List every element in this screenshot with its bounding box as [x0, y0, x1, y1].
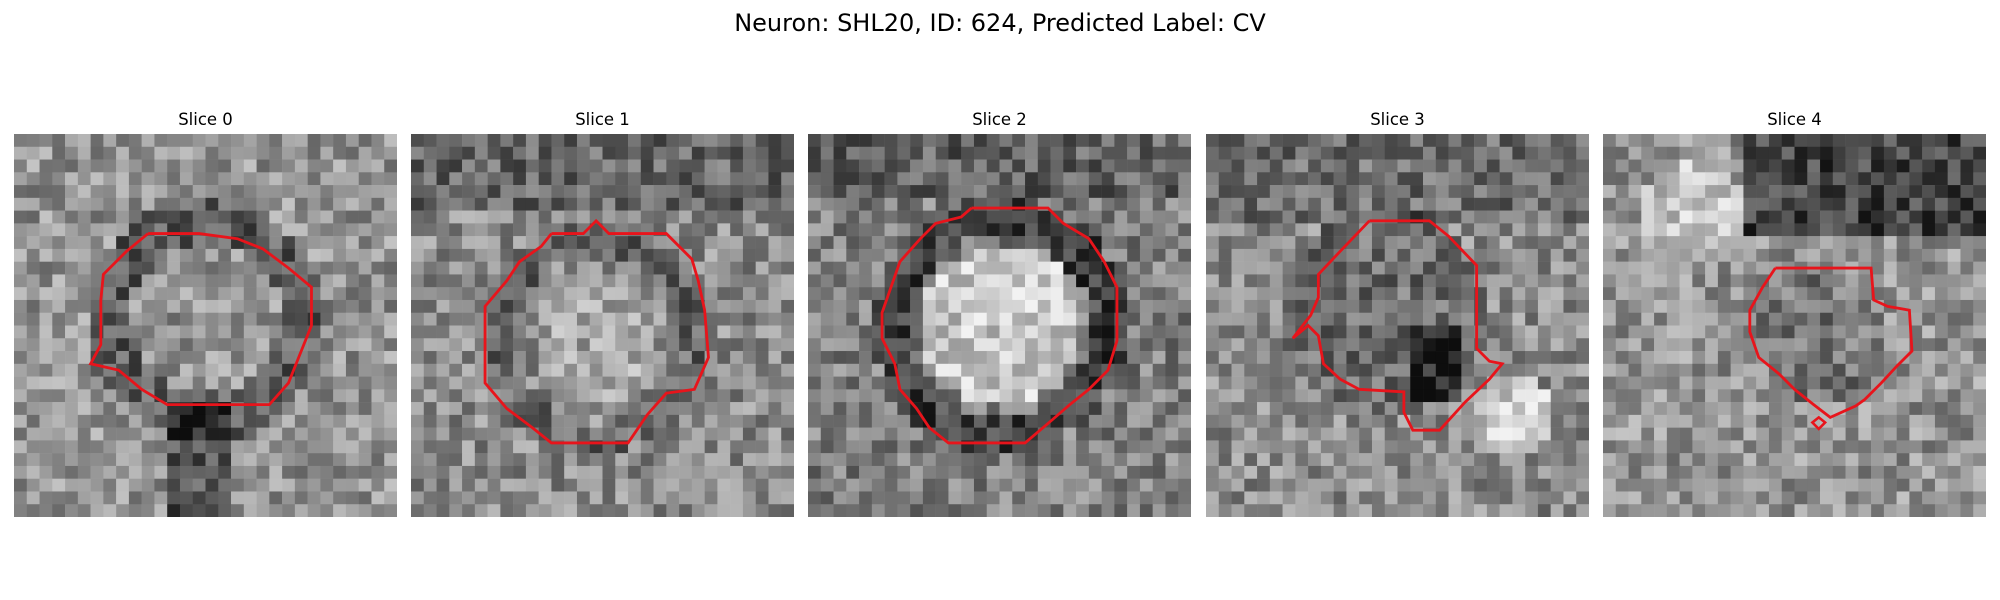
slice-image-svg [14, 134, 397, 517]
slice-panel-2: Slice 2 [808, 109, 1191, 517]
slice-image [808, 134, 1191, 517]
slice-image [1603, 134, 1986, 517]
segmentation-contour [1291, 219, 1505, 432]
slice-image [411, 134, 794, 517]
slice-image [14, 134, 397, 517]
slice-image-svg [808, 134, 1191, 517]
slice-panel-1: Slice 1 [411, 109, 794, 517]
slice-title: Slice 1 [575, 110, 630, 129]
slice-image-svg [411, 134, 794, 517]
slice-title: Slice 2 [972, 110, 1027, 129]
slice-image [1206, 134, 1589, 517]
segmentation-contour-fragment [1810, 415, 1828, 431]
segmentation-contour [1748, 266, 1914, 420]
slice-panel-3: Slice 3 [1206, 109, 1589, 517]
slice-title: Slice 3 [1370, 110, 1425, 129]
slice-title: Slice 4 [1767, 110, 1822, 129]
segmentation-contour [483, 218, 710, 445]
segmentation-contour [88, 232, 313, 407]
slice-title: Slice 0 [178, 110, 233, 129]
figure-title: Neuron: SHL20, ID: 624, Predicted Label:… [734, 9, 1266, 37]
slice-image-svg [1603, 134, 1986, 517]
slice-panel-0: Slice 0 [14, 109, 397, 517]
slice-panel-4: Slice 4 [1603, 109, 1986, 517]
slice-image-svg [1206, 134, 1589, 517]
segmentation-contour [880, 206, 1119, 445]
